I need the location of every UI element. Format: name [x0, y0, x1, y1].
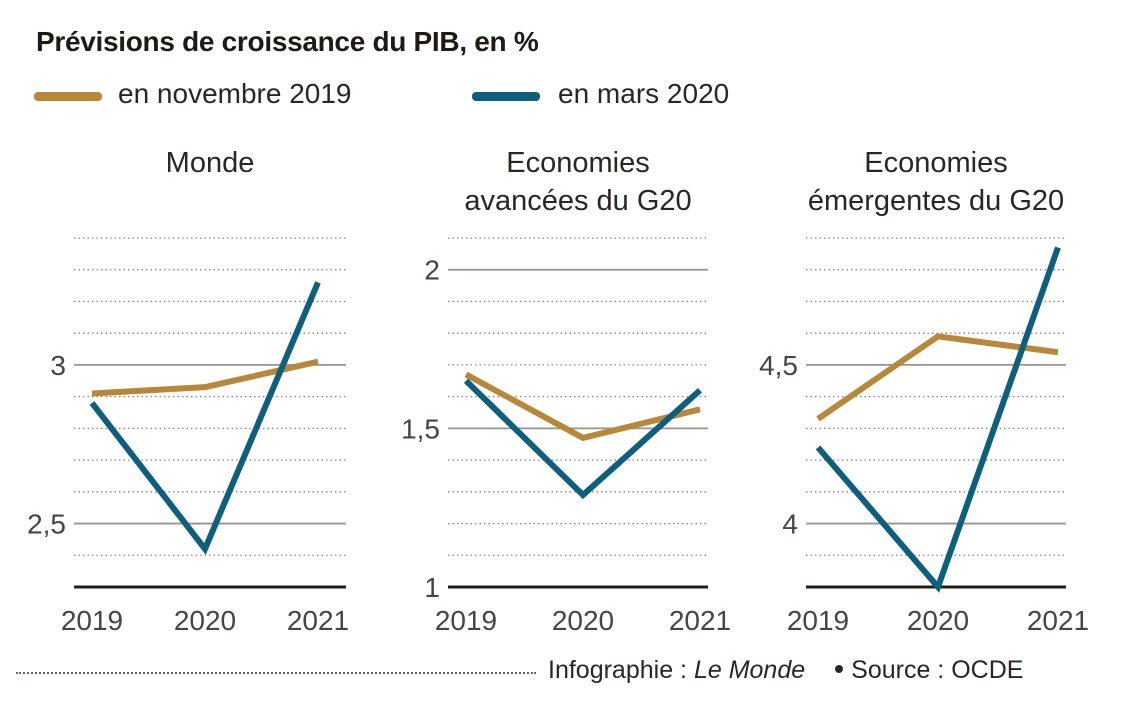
- x-tick-label: 2021: [1027, 605, 1089, 636]
- y-tick-label: 1,5: [401, 413, 440, 444]
- panel-title-2-line-1: Economies: [506, 147, 649, 179]
- x-tick-label: 2020: [907, 605, 969, 636]
- legend-label-november-2019: en novembre 2019: [118, 78, 352, 109]
- y-tick-label: 2: [424, 255, 440, 286]
- x-tick-label: 2020: [552, 605, 614, 636]
- legend-label-march-2020: en mars 2020: [558, 78, 730, 109]
- x-tick-label: 2019: [787, 605, 849, 636]
- footer-credit: Infographie : Le Monde Source : OCDE: [548, 656, 1023, 685]
- series-line-march-2020: [89, 281, 321, 555]
- credit-prefix: Infographie :: [548, 656, 694, 684]
- source-label: Source : OCDE: [851, 656, 1024, 684]
- panel-title-3-line-2: émergentes du G20: [808, 185, 1064, 217]
- x-tick-label: 2021: [287, 605, 349, 636]
- x-tick-label: 2021: [669, 605, 731, 636]
- legend: en novembre 2019 en mars 2020: [34, 78, 834, 114]
- y-tick-label: 2,5: [27, 509, 66, 540]
- panel-title-1-line-1: Monde: [166, 147, 255, 179]
- panel-title-3-line-1: Economies: [864, 147, 1007, 179]
- x-tick-label: 2020: [174, 605, 236, 636]
- footer-divider: [16, 672, 536, 674]
- panel-title-2-line-2: avancées du G20: [464, 185, 691, 217]
- legend-swatch-march-2020: [472, 92, 540, 101]
- x-tick-label: 2019: [61, 605, 123, 636]
- legend-swatch-november-2019: [34, 92, 102, 101]
- series-line-march-2020: [815, 246, 1061, 593]
- y-tick-label: 4,5: [759, 350, 798, 381]
- y-tick-label: 3: [50, 350, 66, 381]
- credit-name: Le Monde: [693, 656, 806, 684]
- bullet-separator: [835, 665, 844, 674]
- y-tick-label: 1: [424, 572, 440, 603]
- x-tick-label: 2019: [435, 605, 497, 636]
- chart-title: Prévisions de croissance du PIB, en %: [36, 26, 539, 57]
- y-tick-label: 4: [782, 509, 798, 540]
